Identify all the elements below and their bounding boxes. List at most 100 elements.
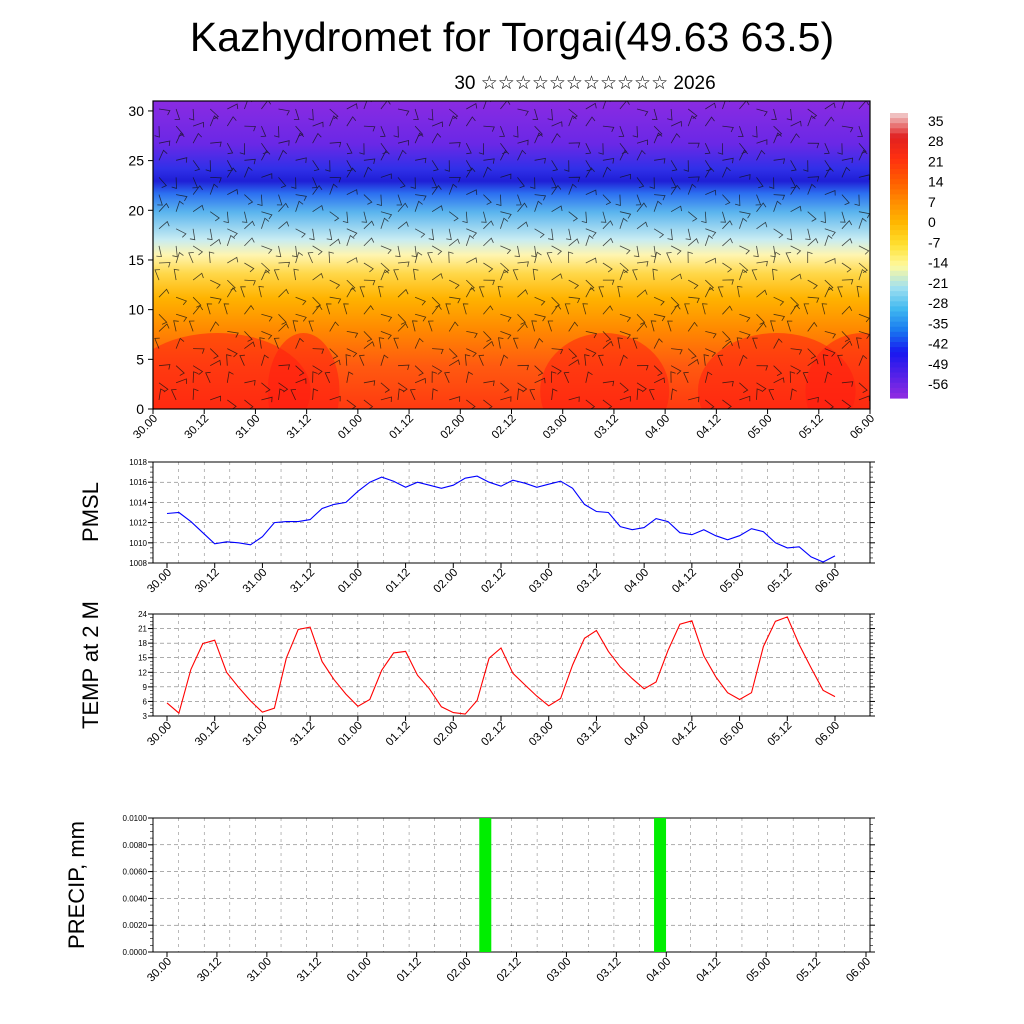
y-tick-label: 0.0040 [123,894,148,903]
colorbar-band [890,352,908,358]
colorbar-label: -28 [928,295,948,311]
x-tick-label: 05.12 [794,956,823,985]
colorbar-band [890,158,908,165]
y-tick-label: 15 [128,252,144,268]
x-tick-label: 30.12 [193,720,222,749]
colorbar-label: 7 [928,194,936,210]
colorbar-band [890,331,908,338]
colorbar-label: -21 [928,275,948,291]
x-tick-label: 03.12 [575,567,604,596]
x-tick-label: 01.00 [345,956,374,985]
colorbar-band [890,184,908,190]
colorbar-band [890,214,908,221]
colorbar-band [890,194,908,201]
y-tick-label: 20 [128,202,144,218]
x-tick-label: 05.00 [746,413,775,442]
colorbar-band [890,382,908,389]
x-tick-label: 04.00 [645,956,674,985]
colorbar-band [890,321,908,328]
x-tick-label: 01.00 [336,720,365,749]
colorbar-band [890,280,908,287]
colorbar-band [890,342,908,348]
colorbar-band [890,133,908,140]
colorbar-band [890,291,908,297]
x-tick-label: 30.00 [145,956,174,985]
colorbar-band [890,113,908,119]
x-tick-label: 31.00 [245,956,274,985]
x-tick-label: 01.12 [384,720,413,749]
precip-bar [479,818,492,952]
x-tick-label: 31.12 [288,720,317,749]
x-tick-label: 30.12 [182,413,211,442]
colorbar-label: -35 [928,315,948,331]
x-tick-label: 01.12 [384,567,413,596]
colorbar-band [890,189,908,196]
x-tick-label: 05.00 [718,567,747,596]
y-tick-label: 25 [128,153,144,169]
colorbar-band [890,250,908,257]
colorbar-band [890,148,908,155]
x-tick-label: 05.12 [766,567,795,596]
colorbar-label: 21 [928,153,944,169]
x-tick-label: 02.12 [479,720,508,749]
colorbar-band [890,367,908,374]
x-tick-label: 03.00 [527,720,556,749]
warm-patch [267,333,340,409]
y-tick-label: 1010 [129,539,147,548]
colorbar-band [890,163,908,170]
x-tick-label: 31.12 [295,956,324,985]
temp-series-line [166,616,836,715]
colorbar-label: -56 [928,376,948,392]
x-tick-label: 02.00 [432,567,461,596]
chart-subtitle: 30 ☆☆☆☆☆☆☆☆☆☆☆ 2026 [454,73,716,94]
x-tick-label: 04.12 [670,720,699,749]
colorbar-band [890,168,908,175]
x-tick-label: 03.00 [545,956,574,985]
colorbar-band [890,240,908,246]
colorbar-band [890,209,908,216]
x-tick-label: 06.00 [844,956,873,985]
x-tick-label: 02.12 [495,956,524,985]
y-tick-label: 21 [138,625,147,634]
colorbar-band [890,387,908,394]
x-tick-label: 02.00 [432,720,461,749]
colorbar-band [890,286,908,292]
colorbar-band [890,143,908,150]
x-tick-label: 31.00 [241,720,270,749]
colorbar-band [890,362,908,369]
y-tick-label: 1016 [129,478,147,487]
y-tick-label: 5 [136,351,144,367]
colorbar-label: 28 [928,133,944,149]
x-tick-label: 05.00 [744,956,773,985]
wind-barbs [154,101,870,409]
x-tick-label: 01.00 [336,567,365,596]
x-tick-label: 01.12 [395,956,424,985]
colorbar-band [890,204,908,211]
colorbar-band [890,219,908,226]
colorbar-band [890,174,908,180]
y-tick-label: 24 [138,610,147,619]
colorbar-band [890,123,908,129]
colorbar-band [890,301,908,307]
y-tick-label: 18 [138,639,147,648]
x-tick-label: 30.00 [145,720,174,749]
x-tick-label: 02.12 [490,413,519,442]
y-tick-label: 0.0020 [123,921,148,930]
y-tick-label: 0.0080 [123,841,148,850]
x-tick-label: 03.12 [575,720,604,749]
colorbar-band [890,224,908,231]
y-tick-label: 10 [128,302,144,318]
y-tick-label: 0.0000 [123,948,148,957]
colorbar-band [890,306,908,313]
x-tick-label: 04.12 [695,413,724,442]
pmsl-series-line [166,475,836,563]
x-tick-label: 03.00 [527,567,556,596]
x-tick-label: 04.00 [622,720,651,749]
x-tick-label: 02.00 [439,413,468,442]
y-tick-label: 1012 [129,519,147,528]
x-tick-label: 06.00 [813,720,842,749]
y-tick-label: 0 [136,401,144,417]
x-tick-label: 30.00 [145,567,174,596]
colorbar-band [890,245,908,252]
colorbar-band [890,179,908,185]
